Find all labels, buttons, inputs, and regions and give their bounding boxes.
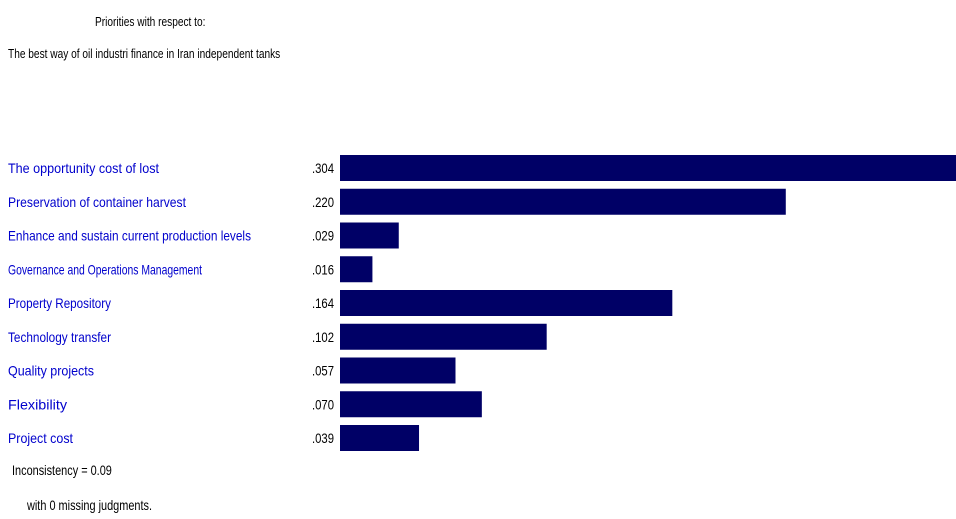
inconsistency-text: Inconsistency = 0.09 xyxy=(12,462,112,478)
bar xyxy=(340,391,482,418)
category-label: Flexibility xyxy=(8,396,67,412)
bar xyxy=(340,188,786,215)
category-label: Quality projects xyxy=(8,363,94,379)
category-label: The opportunity cost of lost xyxy=(8,160,159,176)
value-label: .164 xyxy=(312,295,334,311)
value-label: .029 xyxy=(312,228,334,244)
value-label: .057 xyxy=(312,363,334,379)
value-label: .102 xyxy=(312,329,334,345)
bar xyxy=(340,290,673,316)
category-label: Governance and Operations Management xyxy=(8,261,202,277)
header-goal: The best way of oil industri finance in … xyxy=(8,46,281,61)
value-label: .220 xyxy=(312,194,334,210)
category-label: Enhance and sustain current production l… xyxy=(8,228,251,244)
priorities-bar-chart: The opportunity cost of lost .304 Preserva… xyxy=(8,155,956,451)
value-label: .304 xyxy=(312,160,334,176)
value-label: .039 xyxy=(312,430,334,446)
category-label: Property Repository xyxy=(8,295,111,311)
bar xyxy=(340,256,373,283)
missing-judgments-text: with 0 missing judgments. xyxy=(27,497,153,513)
category-label: Preservation of container harvest xyxy=(8,194,186,210)
category-label: Project cost xyxy=(8,430,73,446)
bar xyxy=(340,425,420,451)
bar xyxy=(340,222,399,249)
header-title: Priorities with respect to: xyxy=(95,14,206,29)
category-label: Technology transfer xyxy=(8,329,111,345)
bar xyxy=(340,155,956,181)
value-label: .016 xyxy=(312,261,334,277)
bar xyxy=(340,323,547,350)
value-label: .070 xyxy=(312,396,334,412)
bar xyxy=(340,357,456,384)
